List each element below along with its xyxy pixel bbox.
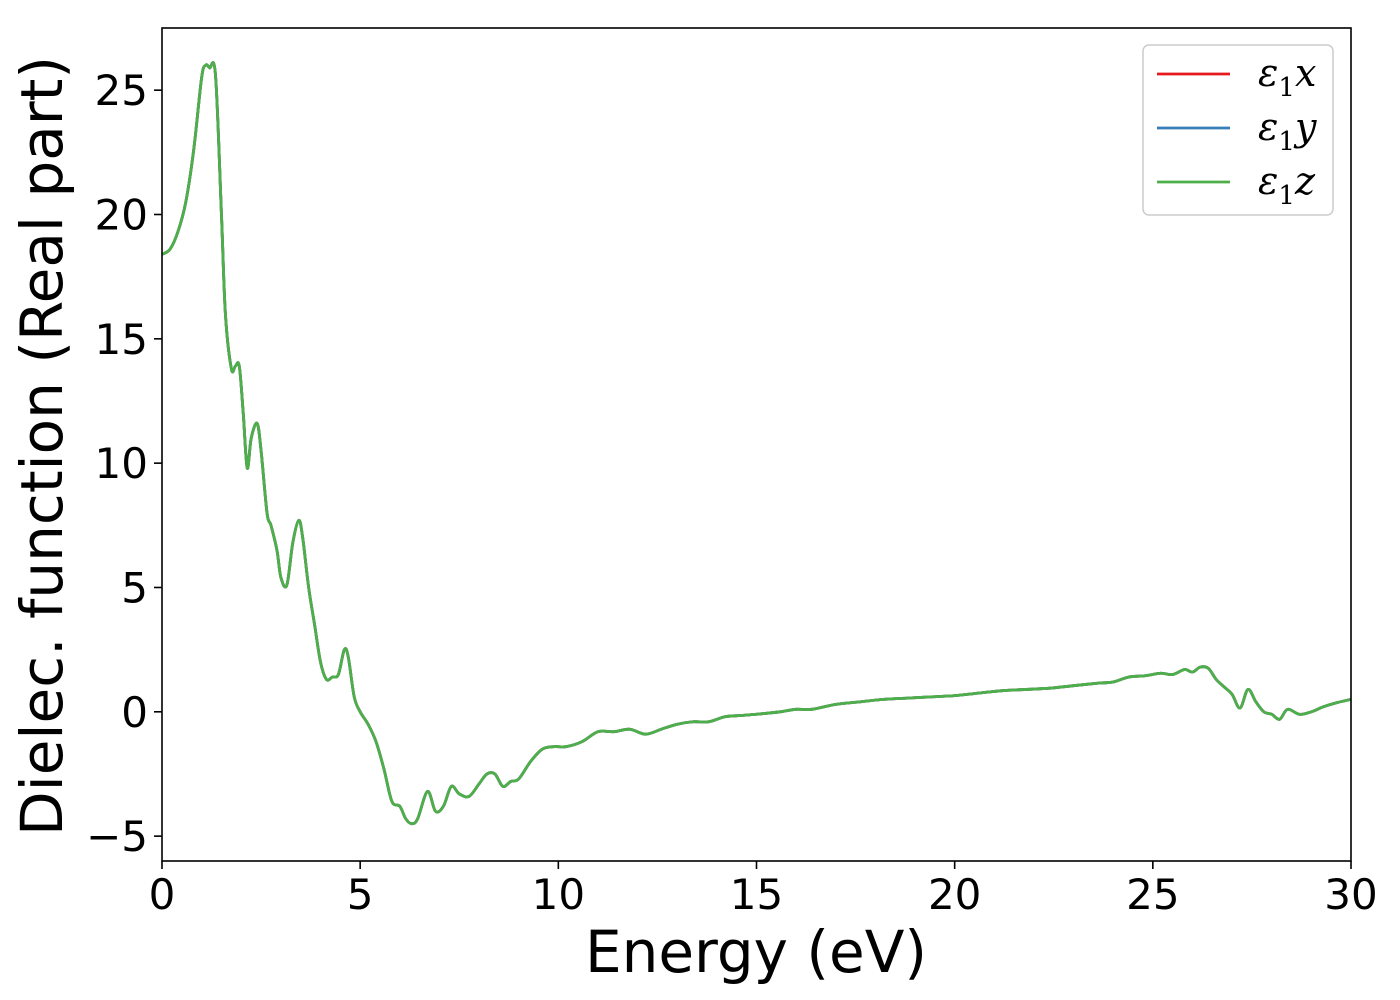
x-tick-label: 15 [730, 870, 783, 919]
y-tick-label: 10 [95, 439, 148, 488]
y-tick-label: 25 [95, 66, 148, 115]
legend-box [1142, 44, 1334, 216]
y-tick-label: 15 [95, 315, 148, 364]
y-tick-label: 20 [95, 190, 148, 239]
legend-label-x: ε1x [1258, 51, 1316, 103]
y-tick-label: 5 [121, 563, 148, 612]
x-axis-ticks: 0 5 10 15 20 25 30 [149, 861, 1378, 919]
x-tick-label: 5 [347, 870, 374, 919]
legend-label-y: ε1y [1258, 105, 1317, 157]
y-axis-ticks: −5 0 5 10 15 20 25 [86, 66, 162, 861]
x-tick-label: 25 [1126, 870, 1179, 919]
x-tick-label: 0 [149, 870, 176, 919]
axes-frame [161, 27, 1352, 862]
x-axis-label: Energy (eV) [585, 918, 927, 986]
x-tick-label: 30 [1324, 870, 1377, 919]
series-line-z [162, 61, 1351, 826]
legend-label-z: ε1z [1258, 159, 1316, 211]
series-lines [162, 61, 1351, 826]
x-tick-label: 20 [928, 870, 981, 919]
y-axis-label: Dielec. function (Real part) [8, 56, 76, 836]
x-tick-label: 10 [532, 870, 585, 919]
y-tick-label: −5 [86, 812, 148, 861]
y-tick-label: 0 [121, 688, 148, 737]
